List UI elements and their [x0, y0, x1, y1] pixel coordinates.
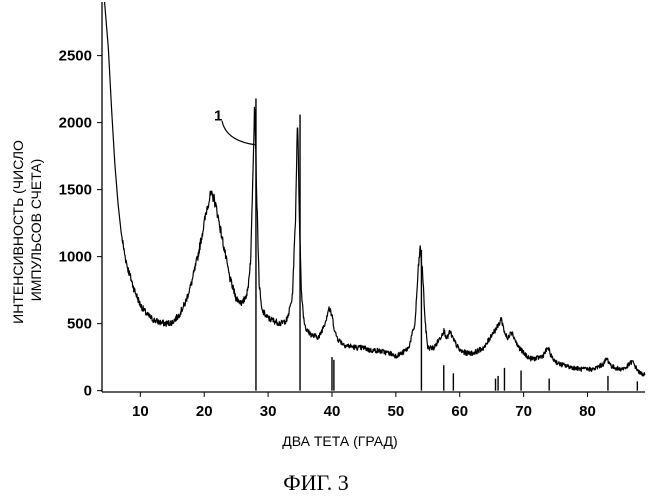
y-tick-label: 2500 [59, 48, 92, 65]
annotation-leader [222, 121, 255, 145]
figure-caption: ФИГ. 3 [283, 470, 349, 495]
y-axis-title: ИНТЕНСИВНОСТЬ (ЧИСЛО ИМПУЛЬСОВ СЧЕТА) [10, 136, 44, 324]
x-axis-title: ДВА ТЕТА (ГРАД) [282, 433, 397, 449]
y-axis-ticks: 0 500 1000 1500 2000 2500 [59, 48, 102, 400]
y-tick-label: 0 [84, 383, 92, 400]
annotation-label: 1 [214, 108, 222, 125]
y-tick-label: 1500 [59, 182, 92, 199]
annotations: 1 [214, 108, 255, 145]
x-tick-label: 80 [579, 403, 596, 420]
x-axis-ticks: 10 20 30 40 50 60 70 80 [132, 392, 596, 420]
x-tick-label: 20 [196, 403, 213, 420]
plot-area: 10 20 30 40 50 60 70 80 0 500 1000 1500 2000 2500 1 [59, 2, 645, 420]
series-line [105, 2, 645, 376]
x-tick-label: 60 [451, 403, 468, 420]
x-tick-label: 10 [132, 403, 149, 420]
y-tick-label: 1000 [59, 249, 92, 266]
y-tick-label: 2000 [59, 115, 92, 132]
y-axis-title-line-2: ИМПУЛЬСОВ СЧЕТА) [28, 159, 44, 302]
x-tick-label: 30 [260, 403, 277, 420]
x-tick-label: 50 [388, 403, 405, 420]
x-tick-label: 40 [324, 403, 341, 420]
reference-lines [256, 98, 637, 390]
y-tick-label: 500 [67, 316, 92, 333]
y-axis-title-line-1: ИНТЕНСИВНОСТЬ (ЧИСЛО [10, 140, 26, 324]
x-tick-label: 70 [515, 403, 532, 420]
